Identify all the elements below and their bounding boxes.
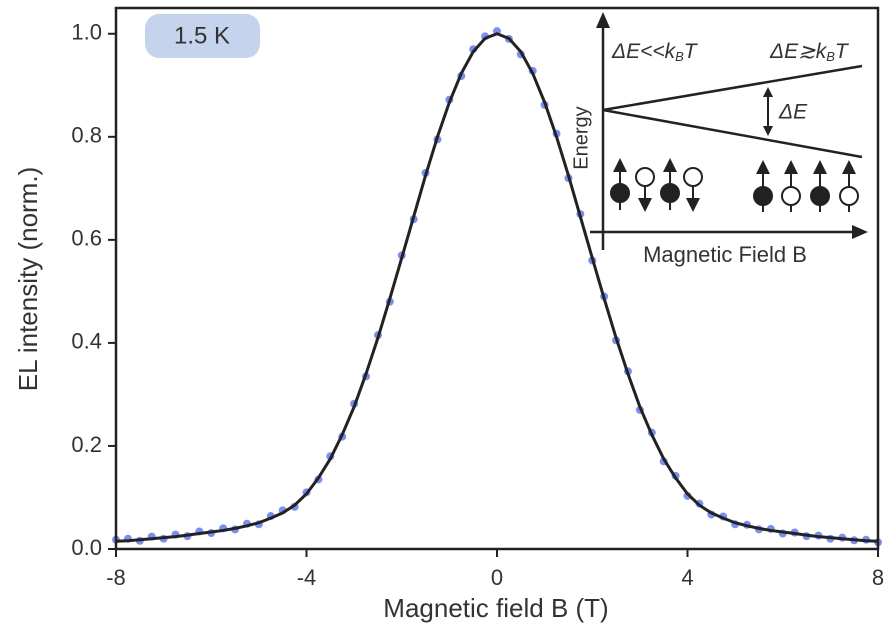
arrow-head bbox=[763, 87, 773, 97]
label-part: T bbox=[835, 40, 850, 63]
x-tick-label: 4 bbox=[681, 565, 693, 590]
y-tick-label: 1.0 bbox=[71, 20, 102, 45]
arrow-head bbox=[596, 12, 610, 28]
y-tick-label: 0.4 bbox=[71, 329, 102, 354]
x-tick-label: -8 bbox=[106, 565, 126, 590]
fit-line bbox=[115, 32, 879, 543]
y-tick-label: 0.6 bbox=[71, 226, 102, 251]
badge: 1.5 K bbox=[174, 22, 230, 49]
gap-label: ΔE bbox=[778, 101, 808, 124]
label-sub: B bbox=[675, 49, 684, 64]
inset-label-high: ΔE≳kBT bbox=[769, 40, 850, 65]
inset-label-low: ΔE<<kBT bbox=[611, 40, 699, 65]
inset-x-label: Magnetic Field B bbox=[643, 242, 807, 267]
x-tick-label: 0 bbox=[491, 565, 503, 590]
inset bbox=[590, 12, 868, 250]
x-axis-label: Magnetic field B (T) bbox=[383, 593, 608, 623]
x-tick-label: -4 bbox=[297, 565, 317, 590]
y-tick-label: 0.2 bbox=[71, 432, 102, 457]
y-axis-label: EL intensity (norm.) bbox=[13, 167, 43, 391]
label-part: T bbox=[684, 40, 699, 63]
y-tick-label: 0.0 bbox=[71, 535, 102, 560]
spins bbox=[610, 158, 859, 212]
level bbox=[602, 64, 863, 112]
arrow-head bbox=[763, 126, 773, 136]
x-tick-label: 8 bbox=[872, 565, 884, 590]
label-sub: B bbox=[826, 49, 835, 64]
arrow-head bbox=[852, 225, 868, 239]
level bbox=[602, 108, 863, 159]
badge-bg bbox=[145, 14, 260, 58]
inset-y-label: Energy bbox=[570, 106, 592, 169]
plot-frame bbox=[114, 6, 880, 551]
label-part: ΔE≳k bbox=[769, 40, 828, 63]
label-part: ΔE<<k bbox=[611, 40, 677, 63]
y-tick-label: 0.8 bbox=[71, 123, 102, 148]
